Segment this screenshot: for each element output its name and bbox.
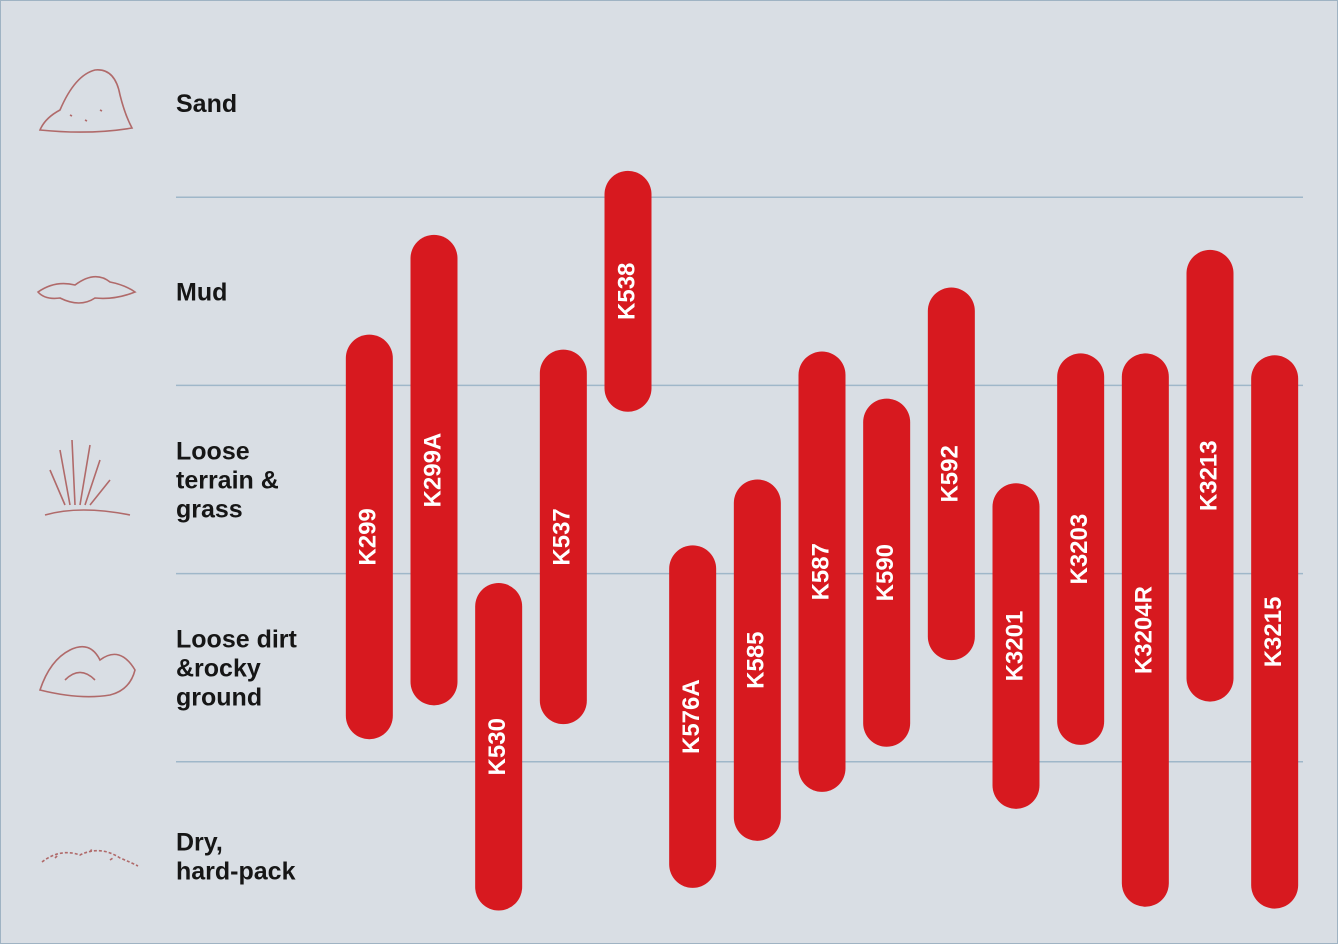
bar-label: K576A bbox=[678, 679, 705, 754]
mud-icon bbox=[36, 275, 137, 304]
row-label-line: &rocky bbox=[176, 655, 261, 683]
bar bbox=[798, 351, 846, 792]
row-label: Loose terrain & grass bbox=[176, 438, 279, 524]
bar bbox=[927, 287, 975, 661]
bar-label: K3213 bbox=[1195, 440, 1222, 511]
row-label-line: Sand bbox=[176, 90, 237, 118]
bar bbox=[1121, 353, 1169, 907]
rocks-icon bbox=[38, 645, 136, 698]
bar-label: K3204R bbox=[1131, 586, 1158, 674]
bar bbox=[539, 349, 587, 725]
bar bbox=[992, 483, 1040, 809]
bar-label: K590 bbox=[872, 544, 899, 601]
bar bbox=[863, 398, 911, 747]
bar-label: K592 bbox=[937, 445, 964, 502]
bar-label: K530 bbox=[484, 718, 511, 775]
grass-icon bbox=[44, 439, 131, 516]
row-label-line: terrain & bbox=[176, 467, 279, 495]
row-label-line: Dry, bbox=[176, 828, 223, 856]
bar bbox=[604, 170, 652, 412]
bar-label: K585 bbox=[743, 631, 770, 688]
row-label-line: grass bbox=[176, 496, 243, 524]
row-label-line: ground bbox=[176, 684, 262, 712]
row-label: Loose dirt &rocky ground bbox=[176, 626, 298, 712]
row-label-line: Loose dirt bbox=[176, 626, 298, 654]
bar-label: K538 bbox=[613, 263, 640, 320]
row-label: Mud bbox=[176, 278, 227, 306]
bar bbox=[475, 583, 523, 911]
row-label-line: hard-pack bbox=[176, 857, 296, 885]
bar bbox=[345, 334, 393, 740]
terrain-icons bbox=[36, 69, 139, 867]
bar bbox=[1057, 353, 1105, 745]
bar-label: K3201 bbox=[1001, 611, 1028, 682]
bar bbox=[733, 479, 781, 841]
row-label-line: Mud bbox=[176, 278, 227, 306]
bar-label: K3215 bbox=[1260, 597, 1287, 668]
bar bbox=[1251, 355, 1299, 909]
row-label-line: Loose bbox=[176, 438, 250, 466]
bar-label: K299 bbox=[355, 508, 382, 565]
bar-label: K587 bbox=[807, 543, 834, 600]
row-label: Sand bbox=[176, 90, 237, 118]
bar bbox=[1186, 249, 1234, 702]
sand-icon bbox=[38, 69, 134, 133]
bar bbox=[669, 545, 717, 888]
row-label: Dry, hard-pack bbox=[176, 828, 296, 885]
bar-label: K3203 bbox=[1066, 514, 1093, 585]
bar bbox=[410, 234, 458, 706]
bar-label: K299A bbox=[419, 433, 446, 508]
bar-label: K537 bbox=[549, 508, 576, 565]
hardpack-icon bbox=[41, 848, 139, 867]
